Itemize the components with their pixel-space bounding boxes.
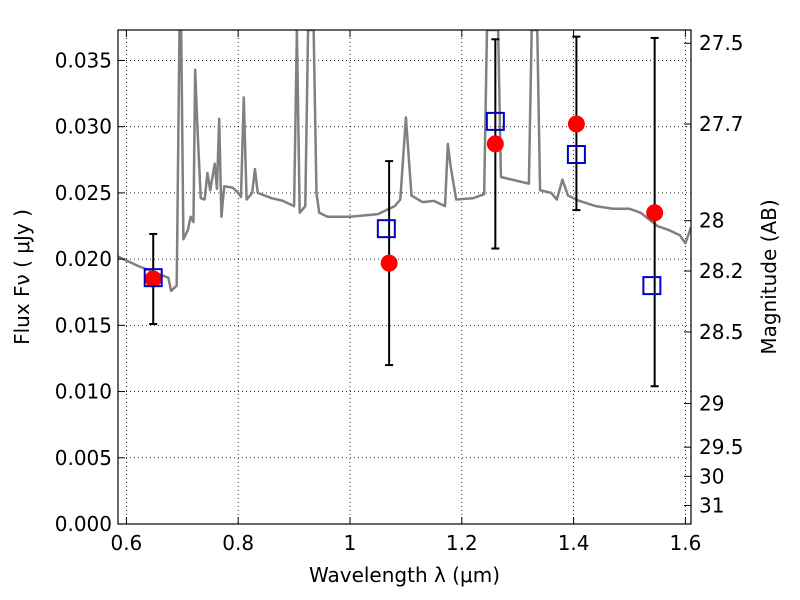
x-tick-label: 0.8 <box>222 531 254 555</box>
axes: 0.6 0.8 1 1.2 1.4 1.6 0.000 0.005 0.010 0.015 0.02… <box>55 30 744 555</box>
observed-flux-point <box>380 254 398 272</box>
y-tick-label: 0.020 <box>55 247 112 271</box>
model-flux-marker <box>642 276 662 296</box>
x-tick-label: 1.6 <box>670 531 702 555</box>
y-tick-label: 0.005 <box>55 446 112 470</box>
model-flux-marker <box>143 268 163 288</box>
y2-tick-label: 29 <box>699 391 724 415</box>
observed-flux-point <box>144 270 162 288</box>
y2-tick-label: 27.5 <box>699 31 744 55</box>
y-tick-label: 0.035 <box>55 48 112 72</box>
model-flux-marker <box>376 219 396 239</box>
x-axis-label: Wavelength λ (μm) <box>309 563 500 587</box>
y2-tick-label: 29.5 <box>699 435 744 459</box>
y-tick-label: 0.030 <box>55 115 112 139</box>
y-tick-label: 0.015 <box>55 313 112 337</box>
y2-axis-label: Magnitude (AB) <box>757 199 781 354</box>
grid <box>118 30 691 525</box>
x-tick-label: 1.4 <box>558 531 590 555</box>
y2-tick-label: 30 <box>699 464 724 488</box>
model-flux-marker <box>566 144 586 164</box>
observed-flux-point <box>567 115 585 133</box>
y2-tick-label: 27.7 <box>699 112 744 136</box>
y2-tick-label: 31 <box>699 493 724 517</box>
y-tick-label: 0.025 <box>55 181 112 205</box>
y-tick-label: 0.000 <box>55 512 112 536</box>
y2-tick-label: 28.5 <box>699 320 744 344</box>
observed-flux-point <box>646 204 664 222</box>
y2-tick-label: 28 <box>699 209 724 233</box>
x-tick-label: 1.2 <box>446 531 478 555</box>
y-tick-label: 0.010 <box>55 380 112 404</box>
x-tick-label: 1 <box>344 531 357 555</box>
model-flux-marker <box>485 111 505 131</box>
observed-flux-point <box>486 135 504 153</box>
y-axis-label: Flux Fν ( μJy ) <box>10 209 34 345</box>
model-spectrum-line <box>118 30 691 293</box>
plot-frame <box>117 29 692 525</box>
plot-area <box>118 30 691 293</box>
x-tick-label: 0.6 <box>110 531 142 555</box>
y2-tick-label: 28.2 <box>699 259 744 283</box>
